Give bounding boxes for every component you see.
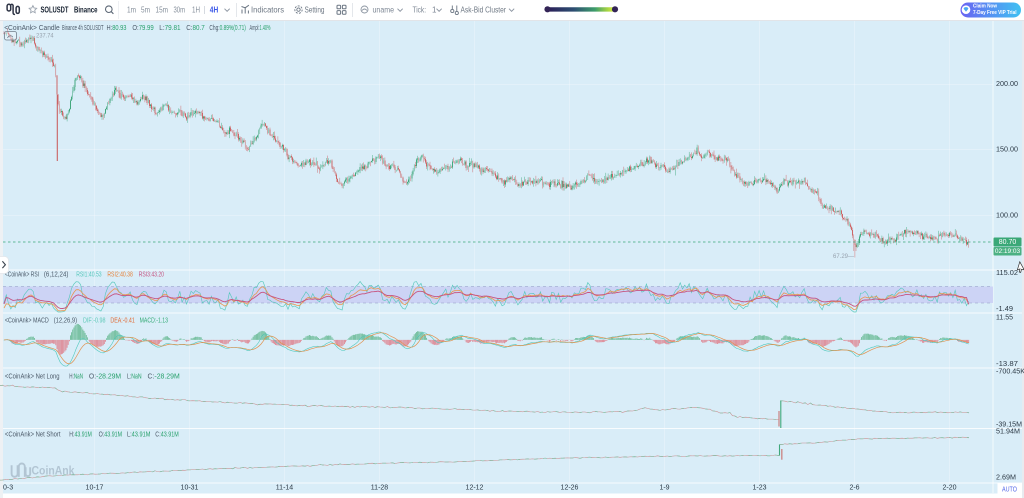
svg-text:1: 1 [432, 6, 437, 15]
svg-text:<CoinAnk> Candle: <CoinAnk> Candle [4, 24, 60, 31]
svg-text:uname: uname [373, 6, 395, 15]
svg-text:51.94M: 51.94M [996, 429, 1020, 436]
svg-text:RSI2:40.38: RSI2:40.38 [107, 271, 133, 278]
svg-text:L:NaN: L:NaN [127, 373, 142, 380]
svg-text:80.70: 80.70 [999, 239, 1017, 246]
svg-text:Setting: Setting [305, 6, 325, 15]
svg-text:H:80.93: H:80.93 [107, 24, 127, 31]
svg-text:7-Day Free VIP Trial: 7-Day Free VIP Trial [973, 10, 1017, 16]
svg-text:15m: 15m [156, 6, 169, 15]
svg-text:Ampl:1.40%: Ampl:1.40% [250, 24, 271, 31]
svg-text:SOLUSDT: SOLUSDT [41, 6, 69, 15]
svg-text:200.00: 200.00 [996, 81, 1018, 88]
svg-text:RSI3:43.20: RSI3:43.20 [139, 271, 164, 278]
svg-text:02:19:03: 02:19:03 [995, 248, 1021, 255]
svg-text:DEA:-0.41: DEA:-0.41 [110, 317, 135, 324]
svg-text:11.55: 11.55 [996, 315, 1013, 322]
svg-text:Binance 4h SOLUSDT: Binance 4h SOLUSDT [62, 24, 104, 31]
svg-text:1H: 1H [192, 6, 200, 15]
svg-text:67.29—: 67.29— [833, 253, 854, 260]
svg-text:5m: 5m [141, 6, 150, 15]
svg-text:4H: 4H [210, 6, 218, 15]
svg-text:RSI1:40.53: RSI1:40.53 [76, 271, 102, 278]
svg-text:10-17: 10-17 [86, 485, 104, 492]
svg-text:<CoinAnk> RSI: <CoinAnk> RSI [5, 271, 39, 278]
svg-text:2-20: 2-20 [942, 485, 956, 492]
svg-text:C:43.91M: C:43.91M [155, 431, 179, 438]
svg-text:Tick:: Tick: [413, 6, 427, 15]
svg-text:150.00: 150.00 [996, 147, 1018, 154]
svg-text:AUTO: AUTO [1002, 487, 1017, 494]
svg-text:L:43.91M: L:43.91M [127, 431, 151, 438]
svg-text:H:NaN: H:NaN [69, 373, 83, 380]
svg-text:0-3: 0-3 [3, 485, 13, 492]
svg-text:-13.87: -13.87 [996, 361, 1018, 368]
svg-text:1-9: 1-9 [659, 485, 669, 492]
svg-text:11-28: 11-28 [371, 485, 388, 492]
svg-text:O:79.99: O:79.99 [132, 24, 153, 31]
svg-text:DIF:-0.98: DIF:-0.98 [83, 317, 106, 324]
svg-text:MACD:-1.13: MACD:-1.13 [140, 317, 169, 324]
svg-text:(6,12,24): (6,12,24) [44, 271, 69, 278]
svg-text:12-12: 12-12 [466, 485, 484, 492]
svg-text:11-14: 11-14 [276, 485, 293, 492]
svg-text:Chg:0.89%(0.71): Chg:0.89%(0.71) [209, 24, 246, 31]
svg-text:C:-28.29M: C:-28.29M [148, 373, 180, 380]
svg-text:CoinAnk: CoinAnk [32, 463, 75, 477]
svg-text:100.00: 100.00 [996, 212, 1018, 219]
svg-text:-1.49: -1.49 [996, 306, 1013, 313]
svg-text:30m: 30m [174, 6, 186, 15]
svg-text:Indicators: Indicators [251, 6, 284, 15]
svg-text:2-6: 2-6 [849, 485, 859, 492]
svg-text:-700.45K: -700.45K [996, 368, 1024, 375]
svg-text:12-26: 12-26 [561, 485, 579, 492]
svg-text:1m: 1m [127, 6, 136, 15]
svg-text:<CoinAnk> Net Short: <CoinAnk> Net Short [5, 431, 61, 438]
svg-text:2.69M: 2.69M [996, 475, 1016, 482]
svg-text:Claim Now: Claim Now [973, 4, 997, 10]
svg-text:Binance: Binance [74, 6, 98, 15]
svg-text:10-31: 10-31 [181, 485, 199, 492]
svg-text:C:80.7: C:80.7 [186, 24, 205, 31]
svg-text:←237.74: ←237.74 [31, 33, 54, 40]
svg-text:<CoinAnk> MACD: <CoinAnk> MACD [5, 317, 49, 324]
svg-text:L:79.81: L:79.81 [159, 24, 180, 31]
svg-text:O:-28.29M: O:-28.29M [89, 373, 121, 380]
svg-text:115.02: 115.02 [996, 270, 1018, 277]
svg-text:O:43.91M: O:43.91M [99, 431, 123, 438]
svg-text:-39.15M: -39.15M [996, 421, 1022, 428]
svg-text:1-23: 1-23 [752, 485, 766, 492]
svg-text:Ask-Bid Cluster: Ask-Bid Cluster [461, 6, 507, 15]
svg-text:H:43.91M: H:43.91M [69, 431, 92, 438]
svg-text:(12,26,9): (12,26,9) [54, 317, 77, 324]
svg-text:<CoinAnk> Net Long: <CoinAnk> Net Long [5, 373, 60, 380]
